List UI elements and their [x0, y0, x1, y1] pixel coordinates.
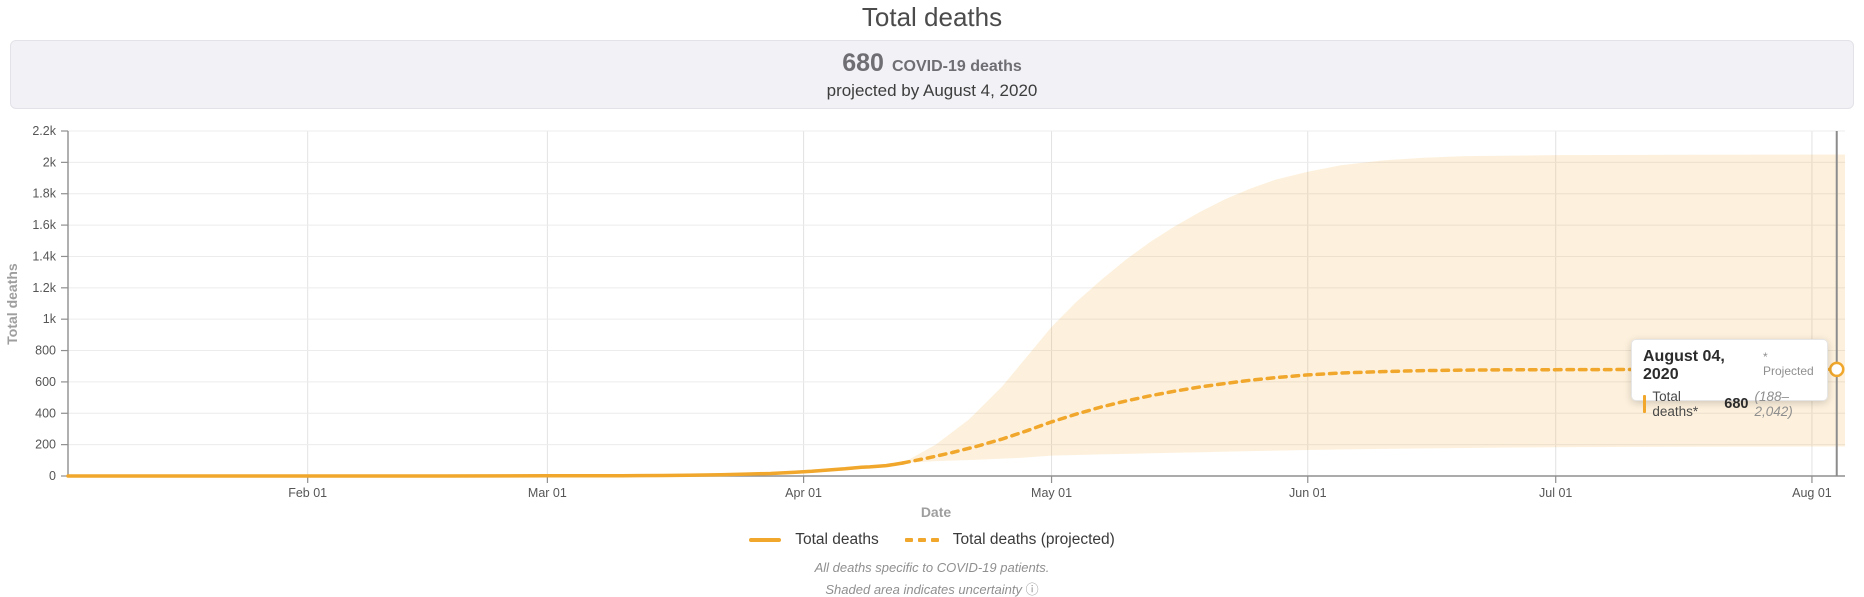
- y-tick-label: 1k: [43, 312, 57, 326]
- tooltip-header: August 04, 2020 * Projected: [1643, 348, 1816, 384]
- page-title: Total deaths: [861, 2, 1003, 32]
- x-tick-label: Feb 01: [288, 486, 327, 500]
- tooltip-date: August 04, 2020: [1643, 348, 1725, 383]
- y-tick-label: 1.2k: [32, 281, 56, 295]
- tooltip-uncertainty-range: (188–2,042): [1754, 389, 1793, 419]
- summary-headline: 680 COVID-19 deaths: [842, 49, 1022, 78]
- legend: Total deaths Total deaths (projected): [0, 531, 1864, 549]
- y-tick-label: 200: [35, 438, 56, 452]
- solid-line-swatch-icon: [749, 538, 782, 542]
- total-deaths-line: [66, 461, 905, 478]
- tooltip-value-row: Total deaths* 680 (188–2,042): [1643, 389, 1816, 419]
- footnote-uncertainty-text: Shaded area indicates uncertainty: [825, 582, 1022, 597]
- tooltip-series-color-bar: [1643, 395, 1647, 413]
- tooltip-value: 680: [1724, 396, 1749, 412]
- y-tick-label: 2.2k: [32, 124, 56, 138]
- y-tick-label: 400: [35, 406, 56, 420]
- info-icon[interactable]: ⓘ: [1025, 583, 1039, 597]
- y-tick-label: 800: [35, 344, 56, 358]
- tooltip-projected-flag: * Projected: [1763, 350, 1814, 378]
- y-axis-title: Total deaths: [4, 263, 20, 345]
- x-tick-label: Mar 01: [528, 486, 567, 500]
- y-tick-label: 1.4k: [32, 249, 56, 263]
- uncertainty-area: [902, 154, 1845, 463]
- legend-label: Total deaths: [795, 531, 879, 548]
- x-tick-label: Jul 01: [1539, 486, 1572, 500]
- summary-label: COVID-19 deaths: [891, 57, 1022, 75]
- legend-item-total-deaths[interactable]: Total deaths: [749, 531, 879, 549]
- legend-item-total-deaths-projected[interactable]: Total deaths (projected): [904, 531, 1115, 549]
- projection-endpoint-marker[interactable]: [1828, 361, 1845, 378]
- hover-tooltip: August 04, 2020 * Projected Total deaths…: [1631, 339, 1828, 419]
- x-tick-label: Jun 01: [1289, 486, 1327, 500]
- footnote-deaths-specific: All deaths specific to COVID-19 patients…: [814, 560, 1050, 575]
- plot-area[interactable]: [68, 131, 1845, 476]
- x-tick-label: Apr 01: [785, 486, 822, 500]
- y-tick-label: 0: [49, 469, 56, 483]
- x-tick-label: May 01: [1031, 486, 1072, 500]
- gridlines: [68, 130, 1845, 476]
- footnote-uncertainty: Shaded area indicates uncertainty ⓘ: [0, 579, 1864, 597]
- y-tick-label: 1.8k: [32, 187, 56, 201]
- summary-banner: 680 COVID-19 deaths projected by August …: [10, 40, 1854, 109]
- tooltip-series-name: Total deaths*: [1652, 389, 1699, 419]
- projected-deaths-line: [901, 367, 1839, 465]
- dashed-line-swatch-icon: [904, 538, 939, 542]
- y-tick-label: 600: [35, 375, 56, 389]
- uncertainty-band: [902, 154, 1845, 463]
- y-tick-label: 1.6k: [32, 218, 56, 232]
- legend-label: Total deaths (projected): [952, 531, 1115, 548]
- tick-labels: 0 200 400 600 800 1k 1.2k 1.4k 1.6k 1.8k 2k 2.2k Feb…: [32, 124, 1831, 500]
- y-tick-label: 2k: [43, 155, 57, 169]
- summary-count: 680: [842, 48, 884, 77]
- x-axis-title: Date: [921, 504, 952, 520]
- summary-subtitle: projected by August 4, 2020: [826, 80, 1038, 100]
- x-tick-label: Aug 01: [1792, 486, 1832, 500]
- series-lines: [66, 131, 1845, 478]
